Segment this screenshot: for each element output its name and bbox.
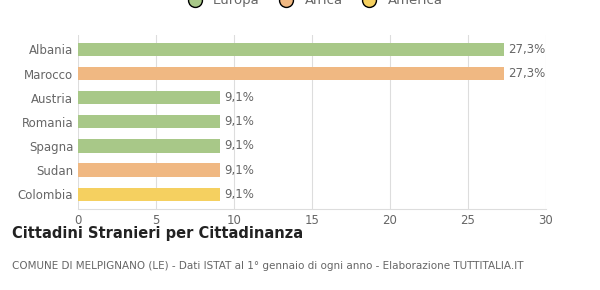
- Bar: [78, 43, 504, 56]
- Text: 9,1%: 9,1%: [224, 164, 254, 177]
- Bar: [78, 91, 220, 104]
- Text: 27,3%: 27,3%: [509, 67, 546, 80]
- Text: 9,1%: 9,1%: [224, 139, 254, 153]
- Text: COMUNE DI MELPIGNANO (LE) - Dati ISTAT al 1° gennaio di ogni anno - Elaborazione: COMUNE DI MELPIGNANO (LE) - Dati ISTAT a…: [12, 261, 523, 271]
- Bar: [78, 188, 220, 201]
- Text: Cittadini Stranieri per Cittadinanza: Cittadini Stranieri per Cittadinanza: [12, 226, 303, 241]
- Bar: [78, 115, 220, 128]
- Bar: [78, 139, 220, 153]
- Text: 9,1%: 9,1%: [224, 91, 254, 104]
- Text: 27,3%: 27,3%: [509, 43, 546, 56]
- Legend: Europa, Africa, America: Europa, Africa, America: [176, 0, 448, 13]
- Bar: [78, 164, 220, 177]
- Text: 9,1%: 9,1%: [224, 188, 254, 201]
- Text: 9,1%: 9,1%: [224, 115, 254, 128]
- Bar: [78, 67, 504, 80]
